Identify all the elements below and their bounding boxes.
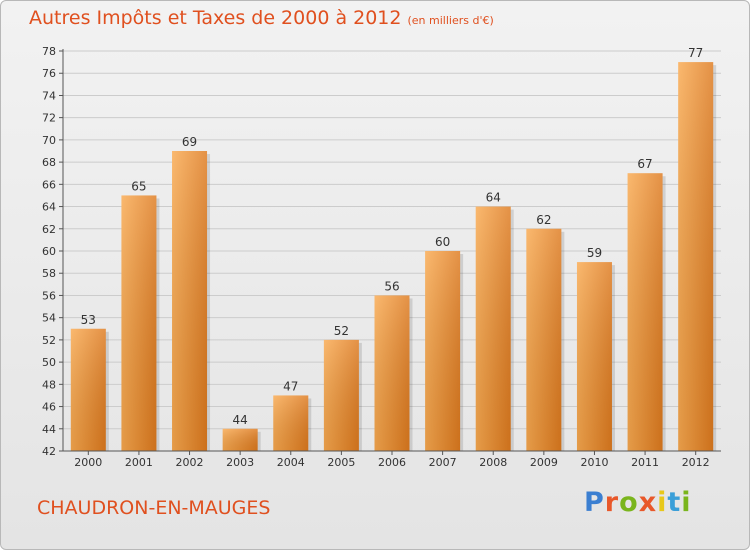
x-tick-label: 2012 (682, 456, 710, 469)
y-tick-label: 46 (42, 401, 56, 414)
x-tick-label: 2004 (277, 456, 305, 469)
x-tick-label: 2002 (176, 456, 204, 469)
data-label: 56 (384, 279, 399, 293)
x-tick-label: 2003 (226, 456, 254, 469)
bar-shade (526, 228, 562, 451)
bar-shade (121, 195, 157, 451)
data-label: 77 (688, 46, 703, 60)
bar-shade (374, 295, 410, 451)
bar-shade (576, 262, 612, 451)
y-tick-label: 44 (42, 423, 56, 436)
data-label: 67 (637, 157, 652, 171)
y-tick-label: 72 (42, 112, 56, 125)
data-label: 53 (81, 313, 96, 327)
y-tick-label: 56 (42, 289, 56, 302)
bar-shade (425, 251, 461, 451)
y-tick-label: 60 (42, 245, 56, 258)
data-label: 44 (233, 413, 248, 427)
x-tick-label: 2009 (530, 456, 558, 469)
chart-title-text: Autres Impôts et Taxes de 2000 à 2012 (29, 7, 402, 29)
y-tick-label: 76 (42, 67, 56, 80)
city-name: CHAUDRON-EN-MAUGES (37, 497, 271, 519)
data-label: 62 (536, 213, 551, 227)
y-tick-label: 58 (42, 267, 56, 280)
chart-title: Autres Impôts et Taxes de 2000 à 2012 (en… (29, 7, 494, 29)
y-tick-label: 42 (42, 445, 56, 458)
y-tick-label: 78 (42, 45, 56, 58)
bar-shade (627, 173, 663, 451)
axes: 42 44 46 48 50 52 54 56 58 60 62 64 66 68 70 72 74 76 78 20… (42, 45, 721, 469)
data-label: 52 (334, 324, 349, 338)
data-labels: 53 65 69 44 47 52 56 60 64 62 59 67 77 (81, 46, 704, 427)
x-tick-label: 2006 (378, 456, 406, 469)
bars (70, 62, 717, 451)
y-tick-label: 70 (42, 134, 56, 147)
y-tick-label: 74 (42, 89, 56, 102)
bar-shade (222, 428, 258, 451)
x-tick-label: 2007 (429, 456, 457, 469)
y-tick-label: 52 (42, 334, 56, 347)
logo-letter: r (604, 487, 620, 518)
data-label: 59 (587, 246, 602, 260)
y-tick-label: 64 (42, 201, 56, 214)
logo-letter: x (638, 487, 658, 518)
bar-shade (273, 395, 309, 451)
y-tick-label: 68 (42, 156, 56, 169)
x-tick-label: 2010 (580, 456, 608, 469)
bar-shade (172, 151, 208, 451)
x-tick-label: 2011 (631, 456, 659, 469)
y-tick-label: 50 (42, 356, 56, 369)
x-tick-label: 2008 (479, 456, 507, 469)
y-tick-label: 54 (42, 312, 56, 325)
y-tick-label: 62 (42, 223, 56, 236)
bar-shade (678, 62, 714, 451)
x-tick-label: 2001 (125, 456, 153, 469)
logo-letter: i (657, 487, 668, 518)
chart-subtitle: (en milliers d'€) (407, 14, 494, 27)
bar-shade (70, 328, 106, 451)
y-tick-label: 66 (42, 178, 56, 191)
logo-letter: o (619, 487, 639, 518)
bar-shade (323, 339, 359, 451)
proxiti-logo[interactable]: Proxiti (584, 487, 692, 518)
data-label: 69 (182, 135, 197, 149)
data-label: 47 (283, 379, 298, 393)
data-label: 60 (435, 235, 450, 249)
data-label: 64 (486, 191, 501, 205)
logo-letter: P (584, 487, 605, 518)
x-tick-label: 2005 (327, 456, 355, 469)
bar-shade (475, 206, 511, 451)
data-label: 65 (131, 179, 146, 193)
x-tick-label: 2000 (74, 456, 102, 469)
y-tick-label: 48 (42, 378, 56, 391)
logo-letter: i (681, 487, 692, 518)
logo-letter: t (667, 487, 682, 518)
